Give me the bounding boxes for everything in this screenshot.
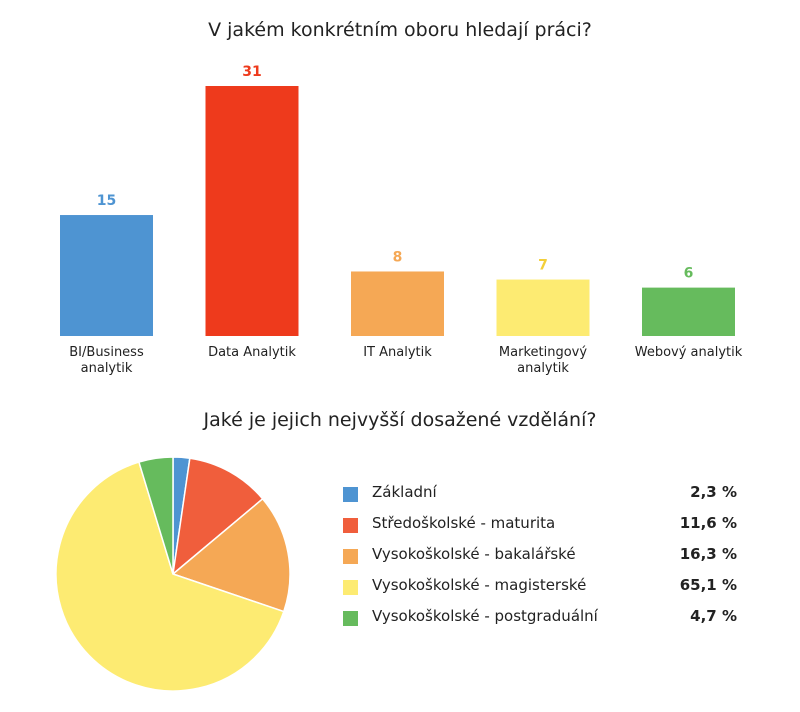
legend-value: 2,3 %	[690, 483, 737, 501]
category-label-1: Data Analytik	[208, 345, 296, 360]
legend-swatch	[343, 518, 358, 533]
pie-slice-1	[171, 457, 264, 576]
bar-value-label-3: 7	[538, 258, 548, 274]
category-label-4: Webový analytik	[635, 345, 743, 360]
legend-value: 11,6 %	[679, 514, 737, 532]
legend-label: Středoškolské - maturita	[372, 514, 556, 532]
legend-value: 16,3 %	[679, 545, 737, 563]
legend-swatch	[343, 487, 358, 502]
legend-swatch	[343, 549, 358, 564]
pie-slice-3	[55, 461, 285, 692]
legend-value: 65,1 %	[679, 576, 737, 594]
pie-slice-2	[171, 497, 291, 613]
bar-1	[205, 86, 299, 336]
bar-value-label-2: 8	[393, 249, 403, 265]
bar-4	[642, 287, 735, 336]
bar-chart: 15 BI/Business analytik 31 Data Analytik 8 IT …	[60, 64, 743, 376]
category-label-3: Marketingový analytik	[499, 345, 587, 376]
legend-item: Středoškolské - maturita 11,6 %	[343, 514, 743, 545]
pie-slice-4	[138, 456, 174, 575]
legend-swatch	[343, 580, 358, 595]
bar-value-label-4: 6	[684, 266, 694, 282]
pie-chart-title: Jaké je jejich nejvyšší dosažené vzdělán…	[203, 409, 597, 431]
pie-legend: Základní 2,3 % Středoškolské - maturita 11,…	[343, 483, 743, 638]
category-label-0: BI/Business analytik	[69, 345, 144, 376]
bar-3	[496, 279, 590, 336]
legend-label: Základní	[372, 483, 437, 501]
legend-label: Vysokoškolské - bakalářské	[372, 545, 576, 563]
pie-slice-0	[172, 456, 191, 575]
category-label-2: IT Analytik	[363, 345, 432, 360]
bar-value-label-1: 31	[242, 64, 261, 80]
bar-2	[351, 271, 444, 336]
legend-value: 4,7 %	[690, 607, 737, 625]
legend-swatch	[343, 611, 358, 626]
bar-value-label-0: 15	[97, 193, 116, 209]
legend-label: Vysokoškolské - magisterské	[372, 576, 587, 594]
legend-item: Základní 2,3 %	[343, 483, 743, 514]
bar-chart-title: V jakém konkrétním oboru hledají práci?	[208, 19, 592, 41]
bar-0	[60, 215, 153, 336]
legend-item: Vysokoškolské - magisterské 65,1 %	[343, 576, 743, 607]
legend-item: Vysokoškolské - bakalářské 16,3 %	[343, 545, 743, 576]
legend-label: Vysokoškolské - postgraduální	[372, 607, 598, 625]
legend-item: Vysokoškolské - postgraduální 4,7 %	[343, 607, 743, 638]
